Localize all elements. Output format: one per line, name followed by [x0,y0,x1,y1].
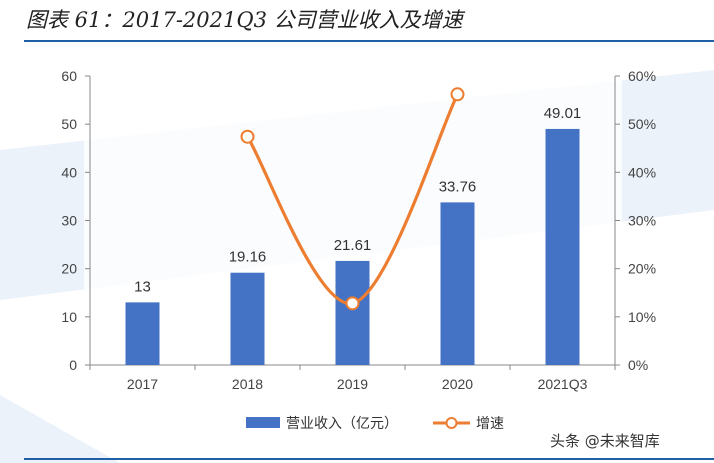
background-band [0,70,714,463]
left-tick-label: 40 [61,164,77,180]
legend-swatch-revenue [246,417,280,428]
revenue-bar-label: 33.76 [439,178,477,195]
chart-legend: 营业收入（亿元） 增速 [246,416,504,432]
right-tick-label: 0% [628,357,648,373]
left-tick-label: 60 [61,68,77,84]
left-tick-label: 30 [61,213,77,229]
growth-point [240,129,255,144]
revenue-bar [545,128,580,365]
x-category-label: 2019 [337,376,368,392]
revenue-bar [440,202,475,365]
revenue-bar-label: 13 [134,278,151,295]
x-category-label: 2018 [232,376,263,392]
left-tick-label: 20 [61,261,77,277]
decorative-band-corner [0,395,120,463]
revenue-bar [335,260,370,365]
growth-point [345,296,360,311]
revenue-bar [125,302,160,365]
right-tick-label: 50% [628,116,656,132]
revenue-bar-label: 21.61 [334,237,372,254]
revenue-bar [230,272,265,365]
right-tick-label: 40% [628,164,656,180]
legend-label-revenue: 营业收入（亿元） [286,416,398,432]
left-tick-label: 0 [69,357,77,373]
revenue-bar-label: 49.01 [544,105,582,122]
growth-line [240,87,465,311]
x-category-label: 2020 [442,376,473,392]
revenue-bar-labels: 13 19.16 21.61 33.76 49.01 [134,105,581,295]
left-tick-label: 50 [61,116,77,132]
page-title: 图表 61：2017-2021Q3 公司营业收入及增速 [26,8,463,32]
x-category-label: 2017 [127,376,158,392]
left-tick-label: 10 [61,309,77,325]
revenue-bar-label: 19.16 [229,249,267,266]
legend-marker-growth [445,417,458,429]
watermark-text: 头条 @未来智库 [550,432,660,450]
revenue-bars [125,128,580,365]
title-rule [24,40,714,42]
bottom-rule [24,458,714,460]
growth-point [450,87,465,102]
right-tick-label: 30% [628,213,656,229]
right-tick-label: 10% [628,309,656,325]
x-category-label: 2021Q3 [538,376,588,392]
right-tick-label: 60% [628,68,656,84]
legend-label-growth: 增速 [476,416,504,432]
right-tick-label: 20% [628,261,656,277]
